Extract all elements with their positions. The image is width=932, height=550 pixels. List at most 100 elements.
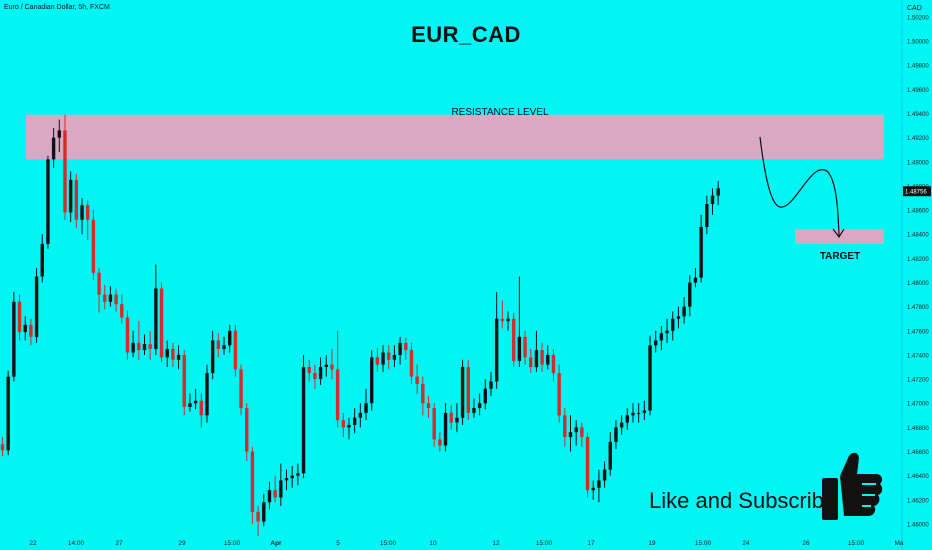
candle-body xyxy=(51,137,56,160)
candle-body xyxy=(682,306,686,317)
candle xyxy=(256,505,260,537)
candle xyxy=(352,408,357,434)
candle xyxy=(57,119,61,153)
candle xyxy=(347,417,351,440)
candle xyxy=(426,395,431,418)
candle-body xyxy=(523,336,527,358)
candle xyxy=(131,330,135,358)
candle-body xyxy=(176,354,181,360)
candle xyxy=(563,408,567,447)
candle xyxy=(6,370,10,456)
candle-body xyxy=(409,350,414,377)
candle xyxy=(176,345,181,370)
y-tick-label: 1.47000 xyxy=(907,402,929,408)
candle-body xyxy=(216,340,221,349)
candle-body xyxy=(12,301,16,377)
candle xyxy=(108,286,113,307)
candle-body xyxy=(370,357,374,404)
candle-body xyxy=(449,412,453,423)
candle xyxy=(23,316,27,341)
candle xyxy=(625,408,629,430)
candle xyxy=(330,348,334,380)
candle-body xyxy=(301,367,306,474)
candle xyxy=(460,359,465,425)
like-subscribe-text: Like and Subscribe xyxy=(649,488,837,513)
y-tick-label: 1.49000 xyxy=(907,160,929,166)
candle-body xyxy=(34,276,39,337)
thumbs-up-icon xyxy=(822,452,883,520)
candle-body xyxy=(710,195,715,205)
candle-body xyxy=(585,437,590,491)
candle-body xyxy=(506,318,510,322)
candle-body xyxy=(125,317,130,353)
candle-body xyxy=(364,403,368,413)
candle xyxy=(290,466,294,488)
candle-body xyxy=(608,441,612,470)
candle xyxy=(483,379,487,410)
candle-body xyxy=(222,345,226,349)
candle xyxy=(489,371,493,396)
candle xyxy=(676,306,681,329)
candle-body xyxy=(341,420,345,428)
candle xyxy=(307,359,311,382)
candle xyxy=(114,288,118,312)
candle-body xyxy=(284,478,289,481)
candle-body xyxy=(86,205,90,220)
candle-body xyxy=(483,388,487,404)
y-tick-label: 1.46800 xyxy=(907,426,929,432)
candle xyxy=(46,155,50,249)
y-tick-label: 1.47400 xyxy=(907,353,929,359)
candles-layer xyxy=(0,114,720,537)
candle-body xyxy=(245,408,249,452)
x-tick-label: 15:00 xyxy=(848,540,865,547)
candle xyxy=(284,469,289,491)
candle xyxy=(279,463,283,506)
candle-body xyxy=(415,376,419,384)
x-tick-label: 22 xyxy=(29,540,37,547)
candle xyxy=(557,364,561,423)
candle-body xyxy=(557,373,561,416)
candle-body xyxy=(529,357,533,368)
candle xyxy=(381,345,385,372)
candle xyxy=(250,446,255,524)
candle-body xyxy=(432,408,436,440)
candle-body xyxy=(642,410,647,413)
candle-body xyxy=(387,352,391,360)
candle-body xyxy=(534,350,539,368)
candle xyxy=(506,311,510,331)
zones-layer xyxy=(26,114,884,244)
candle-body xyxy=(671,318,675,331)
x-tick-label: 19 xyxy=(648,540,656,547)
candle-body xyxy=(239,369,243,409)
candle xyxy=(63,114,67,220)
candle xyxy=(273,475,277,503)
candle xyxy=(659,325,664,351)
candle xyxy=(318,357,323,386)
candle xyxy=(370,350,374,411)
y-tick-label: 1.47200 xyxy=(907,378,929,384)
candle-body xyxy=(392,354,397,360)
candle-body xyxy=(46,159,50,244)
candle xyxy=(165,340,169,368)
candle-body xyxy=(426,403,431,409)
candle-body xyxy=(619,422,624,428)
candle xyxy=(210,330,215,380)
candle-body xyxy=(591,487,595,491)
candle xyxy=(40,234,44,283)
candle-body xyxy=(80,205,84,220)
x-tick-label: 15:00 xyxy=(536,540,553,547)
candle xyxy=(449,405,453,430)
candle xyxy=(364,388,368,421)
candle xyxy=(358,403,363,428)
candle xyxy=(392,345,397,368)
candle-body xyxy=(188,403,192,407)
x-axis: 22 14:00 27 29 15:00 Apr 5 15:00 10 12 15:00 17 19 15… xyxy=(29,540,904,547)
candle xyxy=(86,200,90,241)
candle xyxy=(159,282,164,363)
candle xyxy=(74,173,79,229)
candle xyxy=(597,469,601,503)
candle xyxy=(34,268,39,343)
y-axis-unit: CAD xyxy=(907,5,922,12)
candle-body xyxy=(267,490,272,503)
candle-body xyxy=(91,219,96,273)
